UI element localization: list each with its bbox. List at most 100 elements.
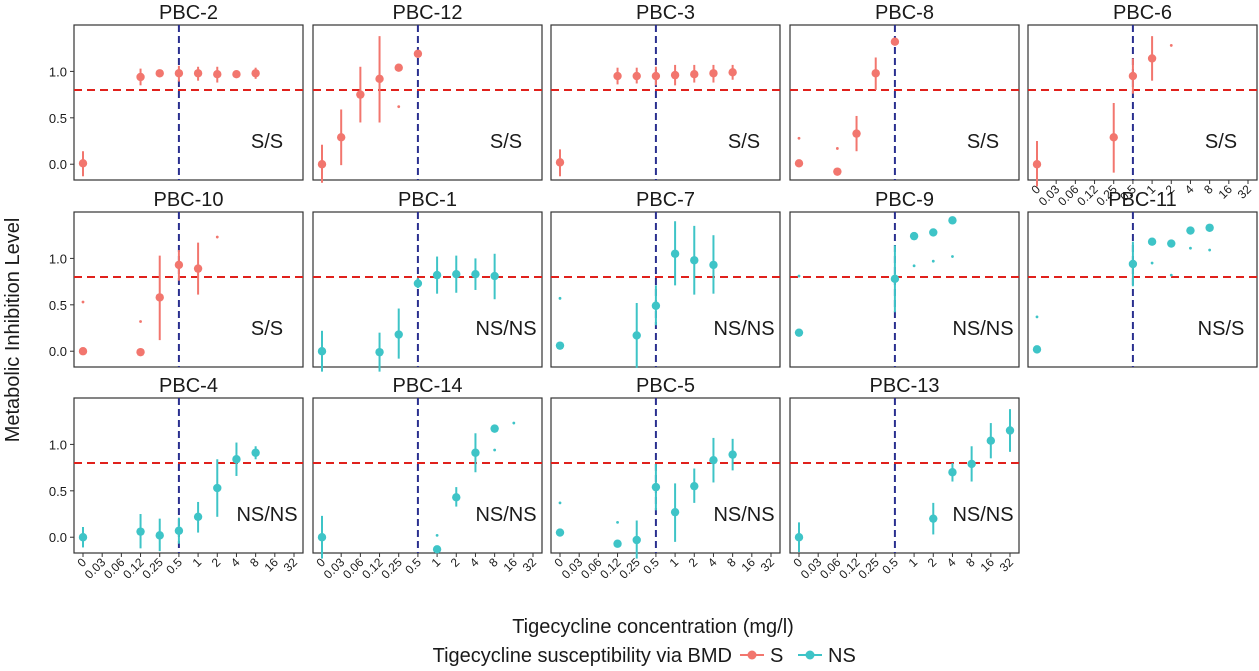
data-point <box>1147 54 1157 63</box>
data-point <box>616 520 619 524</box>
data-point <box>136 72 145 82</box>
data-point <box>1150 261 1154 265</box>
x-tick-label: 0.25 <box>139 555 166 582</box>
data-point <box>317 533 327 542</box>
data-point <box>728 450 737 459</box>
panel-frame <box>73 211 304 368</box>
panel-title: PBC-5 <box>636 375 695 397</box>
panel-pbc-8: PBC-8 S/S <box>789 2 1020 181</box>
data-point <box>490 271 499 281</box>
panel-frame <box>312 24 543 181</box>
data-point <box>690 69 699 79</box>
panel-pbc-12: PBC-12 S/S <box>312 2 543 183</box>
x-tick-label: 2 <box>925 555 940 570</box>
data-point <box>835 147 839 150</box>
x-tick-label: 1 <box>429 555 444 570</box>
data-point <box>213 69 222 79</box>
x-tick-label: 0.5 <box>640 555 662 577</box>
data-point <box>78 347 88 356</box>
y-tick-label: 0.0 <box>49 344 67 359</box>
x-tick-label: 32 <box>997 555 1017 575</box>
panel-category-label: S/S <box>251 318 283 340</box>
panel-pbc-4: PBC-40.00.51.000.030.060.120.250.5 1 2 4 8 16… <box>49 375 304 582</box>
x-tick-label: 4 <box>1182 182 1197 197</box>
panel-pbc-9: PBC-9 NS/NS <box>789 189 1020 368</box>
panel-title: PBC-11 <box>1108 189 1177 211</box>
x-tick-label: 1 <box>190 555 205 570</box>
data-point <box>1128 71 1138 81</box>
legend-key-ns: NS <box>798 645 856 667</box>
panel-title: PBC-12 <box>392 2 462 24</box>
data-point <box>413 49 423 58</box>
data-point <box>797 136 801 140</box>
data-point <box>871 69 880 78</box>
data-point <box>890 274 900 284</box>
x-tick-label: 8 <box>963 555 978 570</box>
panel-frame <box>550 24 781 181</box>
x-axis-label: Tigecycline concentration (mg/l) <box>512 616 794 638</box>
x-tick-label: 2 <box>686 555 701 570</box>
x-tick-label: 4 <box>467 555 482 570</box>
data-point <box>670 70 680 80</box>
data-point <box>651 482 661 492</box>
data-point <box>471 448 480 457</box>
data-point <box>670 249 680 258</box>
x-tick-label: 0.5 <box>879 555 901 577</box>
data-point <box>78 533 88 542</box>
panel-pbc-10: PBC-10 0.0 0.5 1.0 S/S <box>49 189 304 368</box>
x-tick-label: 0.25 <box>616 555 643 582</box>
panel-frame <box>550 211 781 368</box>
data-point <box>794 328 804 337</box>
x-tick-label: 1 <box>667 555 682 570</box>
data-point <box>356 90 365 99</box>
data-point <box>1147 237 1157 246</box>
data-point <box>317 347 327 356</box>
x-tick-label: 2 <box>448 555 463 570</box>
panel-category-label: S/S <box>1205 131 1237 153</box>
x-tick-label: 8 <box>486 555 501 570</box>
data-point <box>632 71 641 81</box>
data-point <box>986 436 996 445</box>
data-point <box>951 255 954 258</box>
panel-category-label: S/S <box>490 131 522 153</box>
data-point <box>81 300 85 304</box>
data-point <box>613 71 622 81</box>
panel-category-label: NS/NS <box>952 504 1013 526</box>
data-point <box>690 481 699 491</box>
y-tick-label: 1.0 <box>49 64 67 79</box>
panel-frame <box>73 24 304 181</box>
legend-key-s: S <box>740 645 783 667</box>
data-point <box>794 533 804 542</box>
y-tick-label: 0.5 <box>49 484 67 499</box>
panel-title: PBC-2 <box>159 2 218 24</box>
data-point <box>1032 345 1042 354</box>
data-point <box>432 545 442 554</box>
panel-category-label: NS/S <box>1198 318 1245 340</box>
legend-label-s: S <box>770 645 783 667</box>
data-point <box>1167 239 1176 248</box>
panel-category-label: S/S <box>251 131 283 153</box>
x-tick-label: 0.5 <box>163 555 185 577</box>
data-point <box>948 468 957 477</box>
panel-frame <box>1027 24 1258 181</box>
panel-title: PBC-9 <box>875 189 934 211</box>
data-point <box>1189 246 1192 250</box>
y-tick-label: 0.5 <box>49 298 67 313</box>
panel-pbc-2: PBC-2 0.0 0.5 1.0 S/S <box>49 2 304 181</box>
legend-label-ns: NS <box>828 645 856 667</box>
data-point <box>174 526 184 535</box>
panel-pbc-7: PBC-7 NS/NS <box>550 189 781 368</box>
panel-category-label: NS/NS <box>713 318 774 340</box>
data-point <box>512 421 516 425</box>
legend-key-s-dot <box>747 650 757 660</box>
x-tick-label: 16 <box>739 555 759 575</box>
panel-frame <box>789 397 1020 554</box>
data-point <box>1208 248 1212 252</box>
panel-title: PBC-6 <box>1113 2 1172 24</box>
data-point <box>1005 426 1015 435</box>
panel-category-label: NS/NS <box>475 504 536 526</box>
panel-title: PBC-3 <box>636 2 695 24</box>
data-point <box>555 158 565 167</box>
